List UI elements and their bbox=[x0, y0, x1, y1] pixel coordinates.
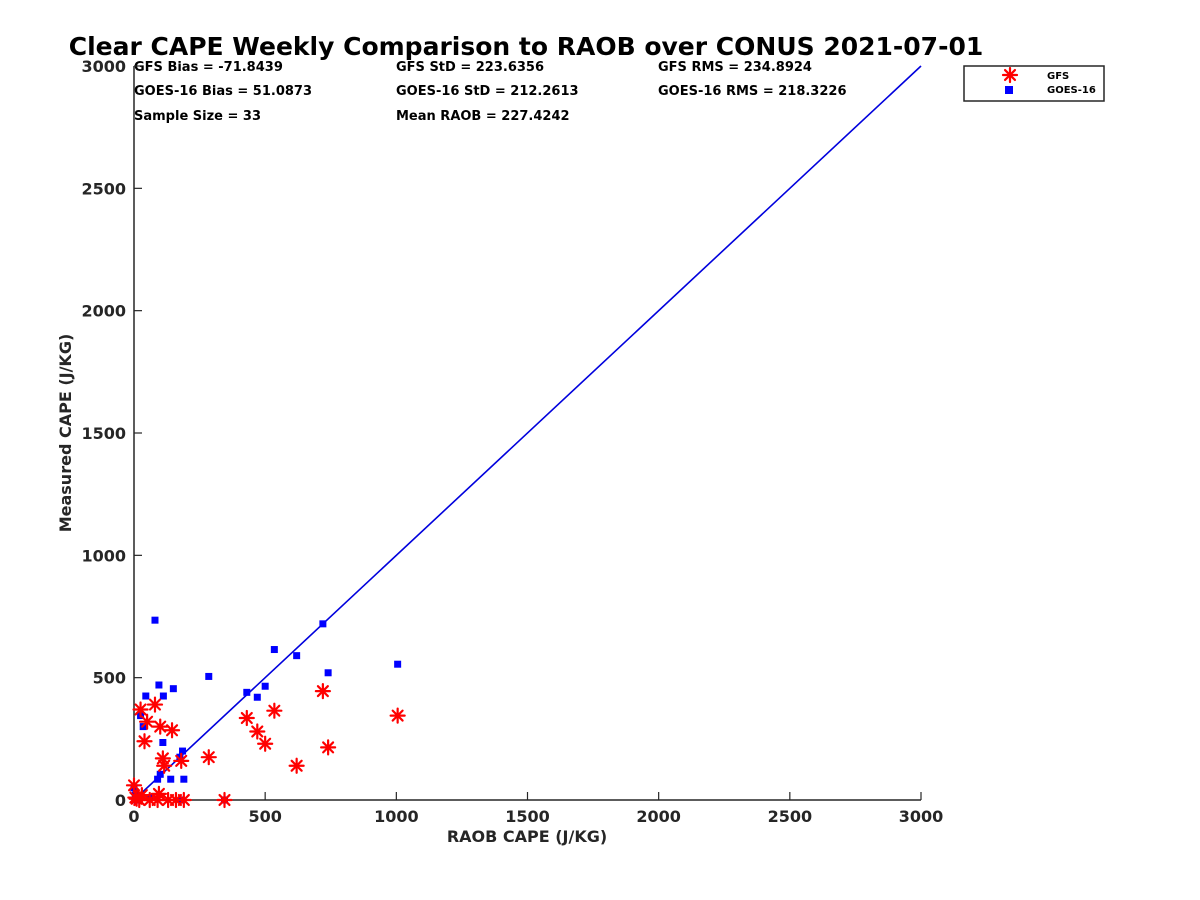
y-tick-label: 0 bbox=[115, 791, 126, 810]
gfs-point bbox=[152, 718, 169, 735]
gfs-point bbox=[150, 785, 168, 802]
goes16-point bbox=[156, 770, 164, 778]
goes16-point bbox=[176, 753, 184, 761]
gfs-point bbox=[132, 701, 149, 718]
goes16-point bbox=[261, 682, 269, 690]
legend-gfs-label: GFS bbox=[1047, 71, 1069, 82]
x-tick-label: 2000 bbox=[636, 807, 681, 826]
gfs-point bbox=[200, 749, 217, 766]
goes16-point bbox=[205, 672, 213, 680]
chart-title: Clear CAPE Weekly Comparison to RAOB ove… bbox=[69, 32, 984, 61]
gfs-point bbox=[288, 757, 305, 774]
goes16-point bbox=[155, 681, 163, 689]
y-tick-label: 1500 bbox=[81, 424, 126, 443]
legend-goes16-marker bbox=[1005, 86, 1013, 94]
x-tick-label: 3000 bbox=[899, 807, 944, 826]
gfs-bias-stat: GFS Bias = -71.8439 bbox=[134, 60, 283, 75]
gfs-rms-stat: GFS RMS = 234.8924 bbox=[658, 60, 812, 75]
gfs-point bbox=[238, 709, 255, 727]
goes16-point bbox=[270, 646, 278, 654]
gfs-point bbox=[136, 733, 153, 750]
goes16-point bbox=[167, 775, 175, 783]
goes16-point bbox=[151, 616, 159, 624]
gfs-point bbox=[257, 735, 274, 752]
stats-block: GFS Bias = -71.8439 GFS StD = 223.6356 G… bbox=[134, 60, 847, 124]
goes16-point bbox=[142, 692, 150, 700]
mean-raob-stat: Mean RAOB = 227.4242 bbox=[396, 109, 570, 124]
gfs-point bbox=[125, 777, 143, 794]
legend-box bbox=[963, 65, 1105, 102]
legend-gfs-asterisk bbox=[1001, 66, 1019, 84]
gfs-series bbox=[125, 683, 406, 809]
axis-ticks: 0 500 1000 1500 2000 2500 3000 0 500 1000 1500 2000… bbox=[81, 57, 943, 826]
x-tick-label: 1500 bbox=[505, 807, 550, 826]
goes16-point bbox=[253, 693, 261, 701]
goes16-point bbox=[394, 660, 402, 668]
gfs-point bbox=[389, 707, 406, 724]
gfs-point bbox=[156, 757, 173, 774]
legend: GFS GOES-16 bbox=[963, 65, 1105, 102]
x-tick-label: 1000 bbox=[374, 807, 419, 826]
legend-goes16-label: GOES-16 bbox=[1047, 85, 1096, 96]
goes16-std-stat: GOES-16 StD = 212.2613 bbox=[396, 84, 579, 99]
gfs-point bbox=[173, 752, 190, 769]
goes16-point bbox=[324, 669, 332, 677]
y-tick-label: 3000 bbox=[81, 57, 126, 76]
goes16-series bbox=[130, 616, 402, 804]
gfs-point bbox=[133, 787, 150, 804]
x-axis-label: RAOB CAPE (J/KG) bbox=[447, 827, 607, 846]
gfs-point bbox=[216, 791, 233, 809]
x-tick-label: 2500 bbox=[768, 807, 813, 826]
gfs-point bbox=[266, 702, 283, 719]
goes16-point bbox=[243, 688, 251, 696]
goes16-point bbox=[179, 747, 187, 755]
goes16-point bbox=[180, 775, 188, 783]
y-tick-label: 1000 bbox=[81, 546, 126, 565]
goes16-point bbox=[293, 652, 301, 660]
legend-goes16-square bbox=[1005, 86, 1013, 94]
y-tick-label: 2500 bbox=[81, 179, 126, 198]
gfs-point bbox=[320, 739, 337, 756]
one-to-one-line bbox=[133, 65, 922, 801]
goes16-point bbox=[154, 775, 162, 783]
x-tick-label: 500 bbox=[248, 807, 281, 826]
y-axis-label: Measured CAPE (J/KG) bbox=[56, 334, 75, 533]
goes16-rms-stat: GOES-16 RMS = 218.3226 bbox=[658, 84, 847, 99]
sample-size-stat: Sample Size = 33 bbox=[134, 109, 261, 124]
gfs-point bbox=[249, 723, 266, 740]
goes16-point bbox=[159, 692, 167, 700]
gfs-point bbox=[139, 713, 156, 730]
y-tick-label: 2000 bbox=[81, 302, 126, 321]
x-tick-label: 0 bbox=[128, 807, 139, 826]
goes16-point bbox=[169, 685, 177, 693]
y-tick-label: 500 bbox=[93, 669, 126, 688]
goes16-point bbox=[319, 620, 327, 628]
gfs-point bbox=[146, 696, 164, 713]
one-to-one-line-group bbox=[133, 65, 922, 801]
gfs-point bbox=[163, 722, 181, 739]
gfs-std-stat: GFS StD = 223.6356 bbox=[396, 60, 544, 75]
gfs-point bbox=[314, 683, 331, 700]
goes16-bias-stat: GOES-16 Bias = 51.0873 bbox=[134, 84, 312, 99]
gfs-point bbox=[175, 791, 192, 809]
goes16-point bbox=[159, 739, 167, 747]
legend-gfs-marker bbox=[1001, 66, 1019, 84]
